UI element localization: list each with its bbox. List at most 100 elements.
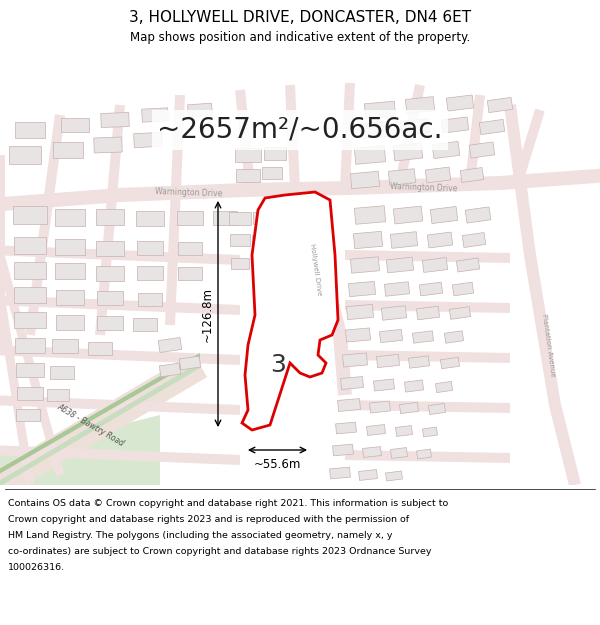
Bar xyxy=(382,306,407,320)
Bar xyxy=(388,169,416,186)
Bar xyxy=(406,97,434,113)
Text: ~2657m²/~0.656ac.: ~2657m²/~0.656ac. xyxy=(157,116,443,144)
Bar xyxy=(14,261,46,279)
Polygon shape xyxy=(345,400,510,413)
Polygon shape xyxy=(0,353,207,507)
Bar xyxy=(370,401,391,413)
Bar xyxy=(462,232,486,248)
Text: Plantation Avenue: Plantation Avenue xyxy=(541,313,556,377)
Polygon shape xyxy=(0,295,240,315)
Polygon shape xyxy=(95,104,125,336)
Bar xyxy=(350,257,380,273)
Bar xyxy=(416,306,440,320)
Bar xyxy=(134,132,163,148)
Bar xyxy=(442,117,469,133)
Bar xyxy=(188,103,212,117)
Bar xyxy=(101,112,129,128)
Polygon shape xyxy=(242,192,338,430)
Polygon shape xyxy=(245,168,600,197)
Bar xyxy=(160,363,181,377)
Polygon shape xyxy=(0,155,5,355)
Bar xyxy=(53,142,83,158)
Bar xyxy=(393,206,423,224)
Bar xyxy=(346,304,374,319)
Bar xyxy=(56,314,84,329)
Bar xyxy=(55,239,85,255)
Bar xyxy=(332,444,353,456)
Bar xyxy=(353,231,383,249)
Bar xyxy=(432,141,460,159)
Bar xyxy=(13,206,47,224)
Text: Warnington Drive: Warnington Drive xyxy=(155,188,223,199)
Polygon shape xyxy=(0,183,245,212)
Bar xyxy=(158,338,182,352)
Polygon shape xyxy=(345,350,510,363)
Polygon shape xyxy=(515,109,545,176)
Bar xyxy=(137,266,163,280)
Bar xyxy=(412,331,434,343)
Bar xyxy=(469,142,495,158)
Bar xyxy=(422,258,448,272)
Bar xyxy=(400,119,430,136)
Bar xyxy=(367,424,385,436)
Bar xyxy=(425,167,451,183)
Bar xyxy=(362,447,382,458)
Bar xyxy=(445,331,464,343)
Bar xyxy=(355,206,386,224)
Bar xyxy=(338,399,361,411)
Polygon shape xyxy=(0,395,240,415)
Bar xyxy=(419,282,443,296)
Bar xyxy=(449,307,470,319)
Bar xyxy=(416,449,431,459)
Bar xyxy=(252,234,268,246)
Bar xyxy=(230,234,250,246)
Bar xyxy=(385,282,410,296)
Text: Hollywell Drive: Hollywell Drive xyxy=(310,244,323,296)
Bar xyxy=(178,241,202,254)
Text: 3, HOLLYWELL DRIVE, DONCASTER, DN4 6ET: 3, HOLLYWELL DRIVE, DONCASTER, DN4 6ET xyxy=(129,9,471,24)
Bar xyxy=(15,338,45,352)
Polygon shape xyxy=(0,445,240,465)
Bar xyxy=(262,167,282,179)
Text: ~55.6m: ~55.6m xyxy=(253,458,301,471)
Bar xyxy=(96,209,124,225)
Bar xyxy=(386,257,413,273)
Bar xyxy=(138,292,162,306)
Bar xyxy=(88,341,112,354)
Bar xyxy=(15,122,45,138)
Bar xyxy=(349,281,376,297)
Polygon shape xyxy=(0,294,34,486)
Polygon shape xyxy=(235,89,255,186)
Text: ~126.8m: ~126.8m xyxy=(201,288,214,342)
Bar xyxy=(97,291,123,305)
Bar xyxy=(465,207,491,223)
Bar xyxy=(350,171,380,189)
Bar xyxy=(231,258,249,269)
Text: Map shows position and indicative extent of the property.: Map shows position and indicative extent… xyxy=(130,31,470,44)
Bar xyxy=(14,236,46,254)
Polygon shape xyxy=(504,104,581,486)
Bar xyxy=(16,363,44,377)
Polygon shape xyxy=(0,363,201,497)
Polygon shape xyxy=(345,450,510,463)
Polygon shape xyxy=(25,114,65,336)
Bar xyxy=(14,287,46,303)
Bar xyxy=(487,98,513,112)
Bar xyxy=(343,353,367,367)
Bar xyxy=(341,376,364,389)
Bar xyxy=(136,211,164,226)
Bar xyxy=(428,403,446,414)
Bar xyxy=(236,169,260,181)
Bar xyxy=(235,148,261,162)
Text: co-ordinates) are subject to Crown copyright and database rights 2023 Ordnance S: co-ordinates) are subject to Crown copyr… xyxy=(8,547,431,556)
Polygon shape xyxy=(345,250,510,263)
Bar xyxy=(142,108,169,122)
Bar xyxy=(137,241,163,255)
Polygon shape xyxy=(0,254,64,476)
Bar xyxy=(404,380,424,392)
Bar xyxy=(133,318,157,331)
Bar xyxy=(50,366,74,379)
Bar xyxy=(335,422,356,434)
Text: 3: 3 xyxy=(270,353,286,377)
Bar xyxy=(47,389,69,401)
